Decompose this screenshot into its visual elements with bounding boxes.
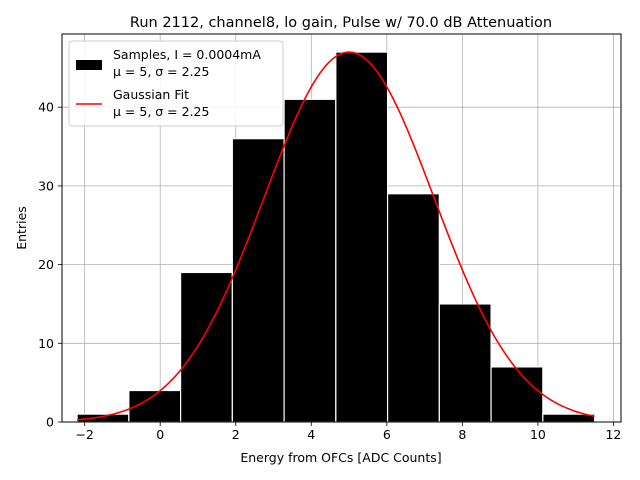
- y-axis-label: Entries: [14, 206, 29, 250]
- y-tick-label: 0: [46, 415, 54, 430]
- x-tick-label: 2: [232, 427, 240, 442]
- legend-histogram-swatch: [76, 60, 102, 70]
- histogram-bar: [283, 98, 337, 423]
- y-tick-label: 10: [38, 336, 54, 351]
- histogram-bar: [76, 413, 130, 423]
- x-tick-label: 12: [605, 427, 621, 442]
- gaussian-fit-curve: [77, 51, 595, 421]
- x-tick-label: 6: [383, 427, 391, 442]
- legend: Samples, I = 0.0004mA μ = 5, σ = 2.25 Ga…: [68, 40, 284, 127]
- x-axis-ticks: −2 0 2 4 6 8 10 12: [75, 422, 621, 442]
- x-tick-label: −2: [75, 427, 93, 442]
- x-tick-label: 4: [307, 427, 315, 442]
- legend-box: [68, 40, 284, 127]
- y-axis-ticks: 0 10 20 30 40: [38, 100, 62, 430]
- y-tick-label: 40: [38, 100, 54, 115]
- legend-fit-stats: μ = 5, σ = 2.25: [113, 104, 209, 119]
- histogram-bar: [231, 138, 285, 423]
- x-tick-label: 10: [530, 427, 546, 442]
- legend-fit-label: Gaussian Fit: [113, 87, 189, 102]
- legend-histogram-label: Samples, I = 0.0004mA: [113, 47, 261, 62]
- legend-histogram-stats: μ = 5, σ = 2.25: [113, 64, 209, 79]
- chart-title: Run 2112, channel8, lo gain, Pulse w/ 70…: [130, 15, 552, 31]
- histogram-bar: [490, 366, 544, 423]
- histogram-bars: [76, 51, 596, 423]
- x-tick-label: 0: [156, 427, 164, 442]
- histogram-bar: [386, 193, 440, 423]
- histogram-bar: [335, 51, 389, 423]
- x-axis-label: Energy from OFCs [ADC Counts]: [240, 450, 441, 465]
- y-tick-label: 30: [38, 178, 54, 193]
- histogram-bar: [438, 303, 492, 423]
- y-tick-label: 20: [38, 257, 54, 272]
- x-tick-label: 8: [458, 427, 466, 442]
- plot-frame: [61, 33, 622, 423]
